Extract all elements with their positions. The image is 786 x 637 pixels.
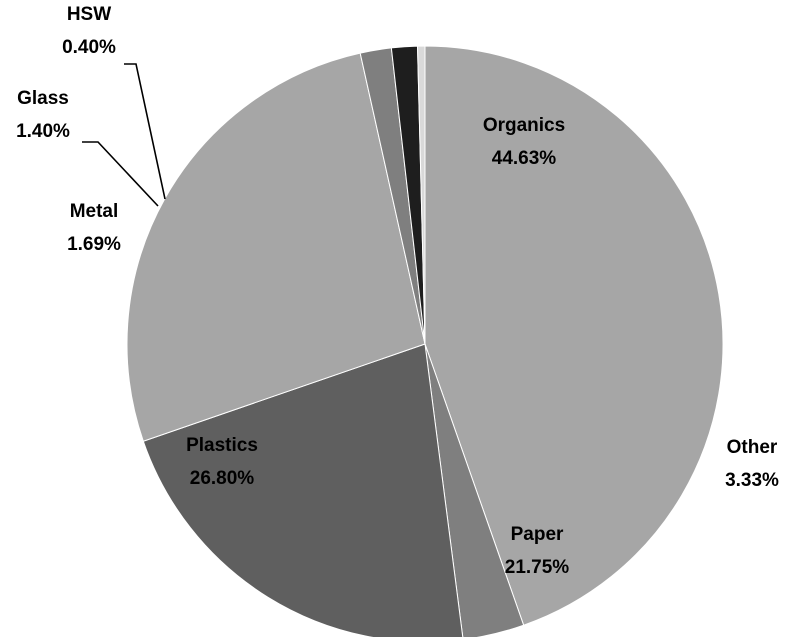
slice-label-value-glass: 1.40% — [16, 121, 70, 142]
leader-lines — [82, 63, 166, 207]
slice-label-value-organics: 44.63% — [492, 148, 557, 169]
slice-label-value-metal: 1.69% — [67, 234, 121, 255]
slice-label-value-hsw: 0.40% — [62, 37, 116, 58]
slice-label-value-other: 3.33% — [725, 470, 779, 491]
pie-slice-hsw — [416, 45, 426, 345]
slice-label-name-hsw: HSW — [67, 4, 111, 25]
leader-line-hsw — [124, 63, 166, 200]
pie-slice-organics — [424, 45, 724, 626]
slice-label-name-paper: Paper — [511, 524, 564, 545]
slice-label-name-plastics: Plastics — [186, 435, 258, 456]
slice-label-name-metal: Metal — [70, 201, 119, 222]
slice-label-name-other: Other — [727, 437, 778, 458]
pie-slices — [126, 45, 724, 637]
pie-slice-other — [424, 343, 525, 637]
slice-label-name-organics: Organics — [483, 115, 565, 136]
slice-labels: Organics 44.63% Other 3.33% Paper 21.75% Plast… — [16, 4, 779, 578]
slice-label-value-plastics: 26.80% — [190, 468, 255, 489]
pie-slice-paper — [142, 343, 464, 637]
slice-label-value-paper: 21.75% — [505, 557, 570, 578]
leader-line-glass — [82, 141, 159, 207]
slice-label-name-glass: Glass — [17, 88, 69, 109]
